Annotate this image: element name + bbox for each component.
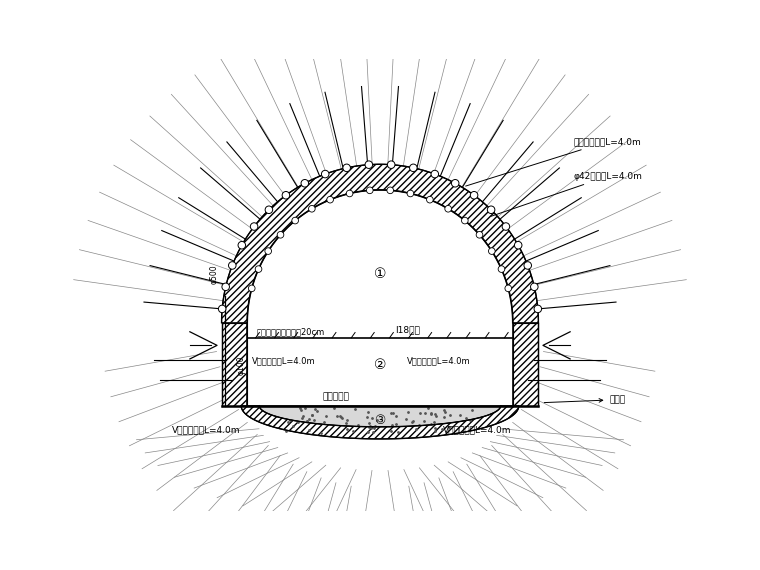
Circle shape: [343, 164, 350, 172]
Circle shape: [388, 161, 395, 169]
Circle shape: [238, 242, 245, 249]
Circle shape: [249, 285, 255, 292]
Circle shape: [530, 283, 538, 291]
Text: ①: ①: [374, 267, 386, 282]
Text: V级锁那锚管L=4.0m: V级锁那锚管L=4.0m: [443, 425, 512, 434]
Text: ③: ③: [375, 414, 385, 428]
Text: V级锁那锚管L=4.0m: V级锁那锚管L=4.0m: [407, 356, 470, 365]
Circle shape: [277, 231, 283, 238]
Circle shape: [292, 217, 299, 224]
Circle shape: [431, 170, 439, 178]
Circle shape: [470, 192, 478, 199]
Circle shape: [309, 205, 315, 212]
Text: 型钢架: 型钢架: [544, 395, 625, 404]
Circle shape: [222, 283, 230, 291]
Circle shape: [265, 206, 273, 214]
Polygon shape: [259, 406, 501, 427]
Text: φ100: φ100: [236, 355, 245, 374]
Circle shape: [218, 305, 226, 313]
Polygon shape: [241, 406, 519, 439]
Circle shape: [426, 196, 433, 203]
Circle shape: [387, 187, 394, 194]
Circle shape: [321, 170, 329, 178]
Circle shape: [515, 242, 522, 249]
Circle shape: [410, 164, 417, 172]
Circle shape: [250, 223, 258, 230]
Polygon shape: [247, 190, 513, 406]
Circle shape: [534, 305, 542, 313]
Circle shape: [461, 217, 468, 224]
Polygon shape: [513, 323, 538, 406]
Circle shape: [327, 196, 334, 203]
Polygon shape: [222, 323, 247, 406]
Circle shape: [282, 192, 290, 199]
Text: V级锁那锚管L=4.0m: V级锁那锚管L=4.0m: [172, 425, 240, 434]
Circle shape: [451, 180, 459, 187]
Text: V级锁那锚管L=4.0m: V级锁那锚管L=4.0m: [252, 356, 315, 365]
Text: φ42小导管L=4.0m: φ42小导管L=4.0m: [491, 172, 642, 216]
Circle shape: [502, 223, 510, 230]
Circle shape: [487, 206, 495, 214]
Text: 系统锁向锚杆L=4.0m: 系统锁向锚杆L=4.0m: [466, 137, 641, 186]
Circle shape: [445, 205, 451, 212]
Circle shape: [489, 248, 495, 254]
Circle shape: [366, 187, 373, 194]
Circle shape: [229, 262, 236, 269]
Text: φ500: φ500: [210, 264, 219, 284]
Circle shape: [477, 231, 483, 238]
Circle shape: [365, 161, 372, 169]
Circle shape: [255, 266, 262, 272]
Polygon shape: [222, 164, 538, 323]
Text: I18模撑: I18模撑: [395, 326, 420, 335]
Circle shape: [505, 285, 511, 292]
Text: 仰拱填充面: 仰拱填充面: [323, 392, 350, 401]
Circle shape: [301, 180, 309, 187]
Circle shape: [265, 248, 271, 254]
Text: 临时仰拱喷混凝土厚20cm: 临时仰拱喷混凝土厚20cm: [256, 327, 325, 336]
Circle shape: [407, 190, 413, 197]
Circle shape: [498, 266, 505, 272]
Circle shape: [524, 262, 531, 269]
Circle shape: [347, 190, 353, 197]
Text: ②: ②: [374, 358, 386, 372]
